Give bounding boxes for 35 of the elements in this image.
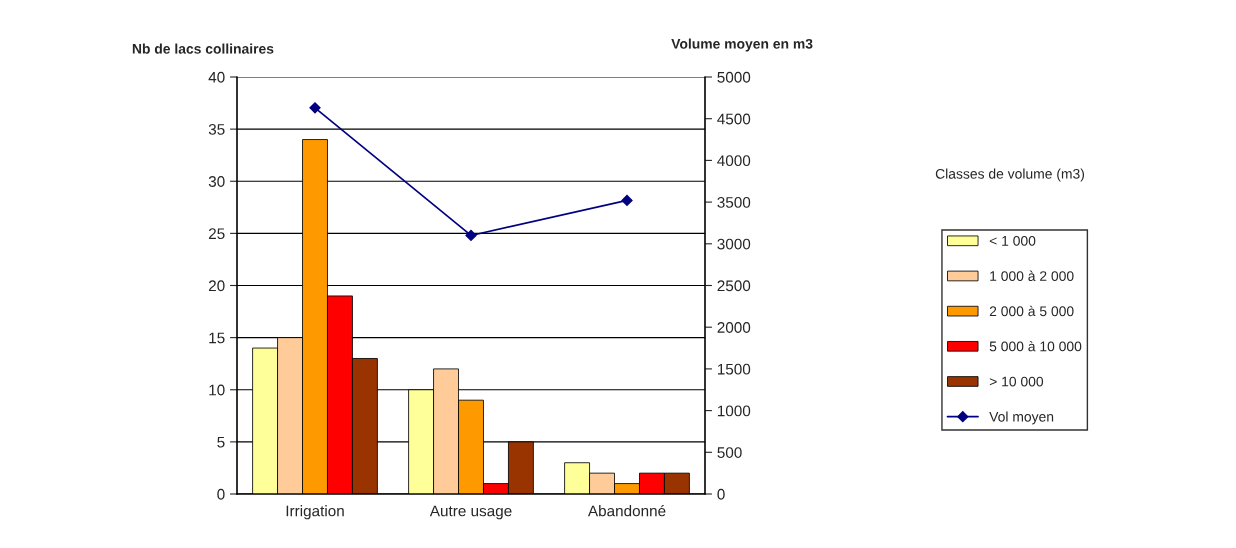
y-tick-label: 10 (209, 384, 225, 396)
y2-tick-label: 3000 (717, 238, 751, 250)
y2-tick-label: 4000 (717, 155, 751, 167)
y2-tick-label: 5000 (717, 71, 751, 83)
y-tick-label: 30 (208, 176, 225, 187)
legend-label: 5 000 à 10 000 (989, 340, 1082, 352)
y2-tick-label: 500 (717, 447, 742, 458)
legend-label: 1 000 à 2 000 (990, 270, 1074, 281)
y-tick-label: 40 (208, 71, 225, 83)
legend-label: > 10 000 (989, 376, 1044, 387)
y-tick-label: 5 (217, 436, 225, 448)
legend-label: 2 000 à 5 000 (989, 305, 1074, 317)
point (465, 229, 477, 242)
y2-tick-label: 2500 (717, 280, 751, 292)
y2-tick-label: 2000 (717, 322, 751, 333)
y-tick-label: 25 (208, 228, 225, 240)
x-tick-label: Abandonné (587, 504, 666, 517)
y-tick-label: 0 (217, 488, 225, 500)
y2-tick-label: 0 (717, 488, 725, 500)
y-tick-label: 35 (208, 123, 225, 135)
legend-label: < 1 000 (989, 235, 1036, 246)
legend-label: Vol moyen (989, 411, 1054, 425)
y2-axis-title: Volume moyen en m3 (671, 38, 813, 52)
y2-tick-label: 4500 (717, 113, 751, 125)
x-tick-label: Autre usage (429, 505, 512, 520)
y-tick-label: 15 (209, 332, 225, 344)
point (621, 194, 633, 207)
y2-tick-label: 1000 (717, 405, 751, 417)
y-tick-label: 20 (208, 280, 225, 292)
y-axis-title: Nb de lacs collinaires (132, 43, 274, 54)
legend-title: Classes de volume (m3) (935, 168, 1085, 182)
x-tick-label: Irrigation (286, 505, 344, 520)
y2-tick-label: 1500 (717, 363, 751, 375)
y2-tick-label: 3500 (717, 196, 751, 208)
point (309, 102, 321, 114)
